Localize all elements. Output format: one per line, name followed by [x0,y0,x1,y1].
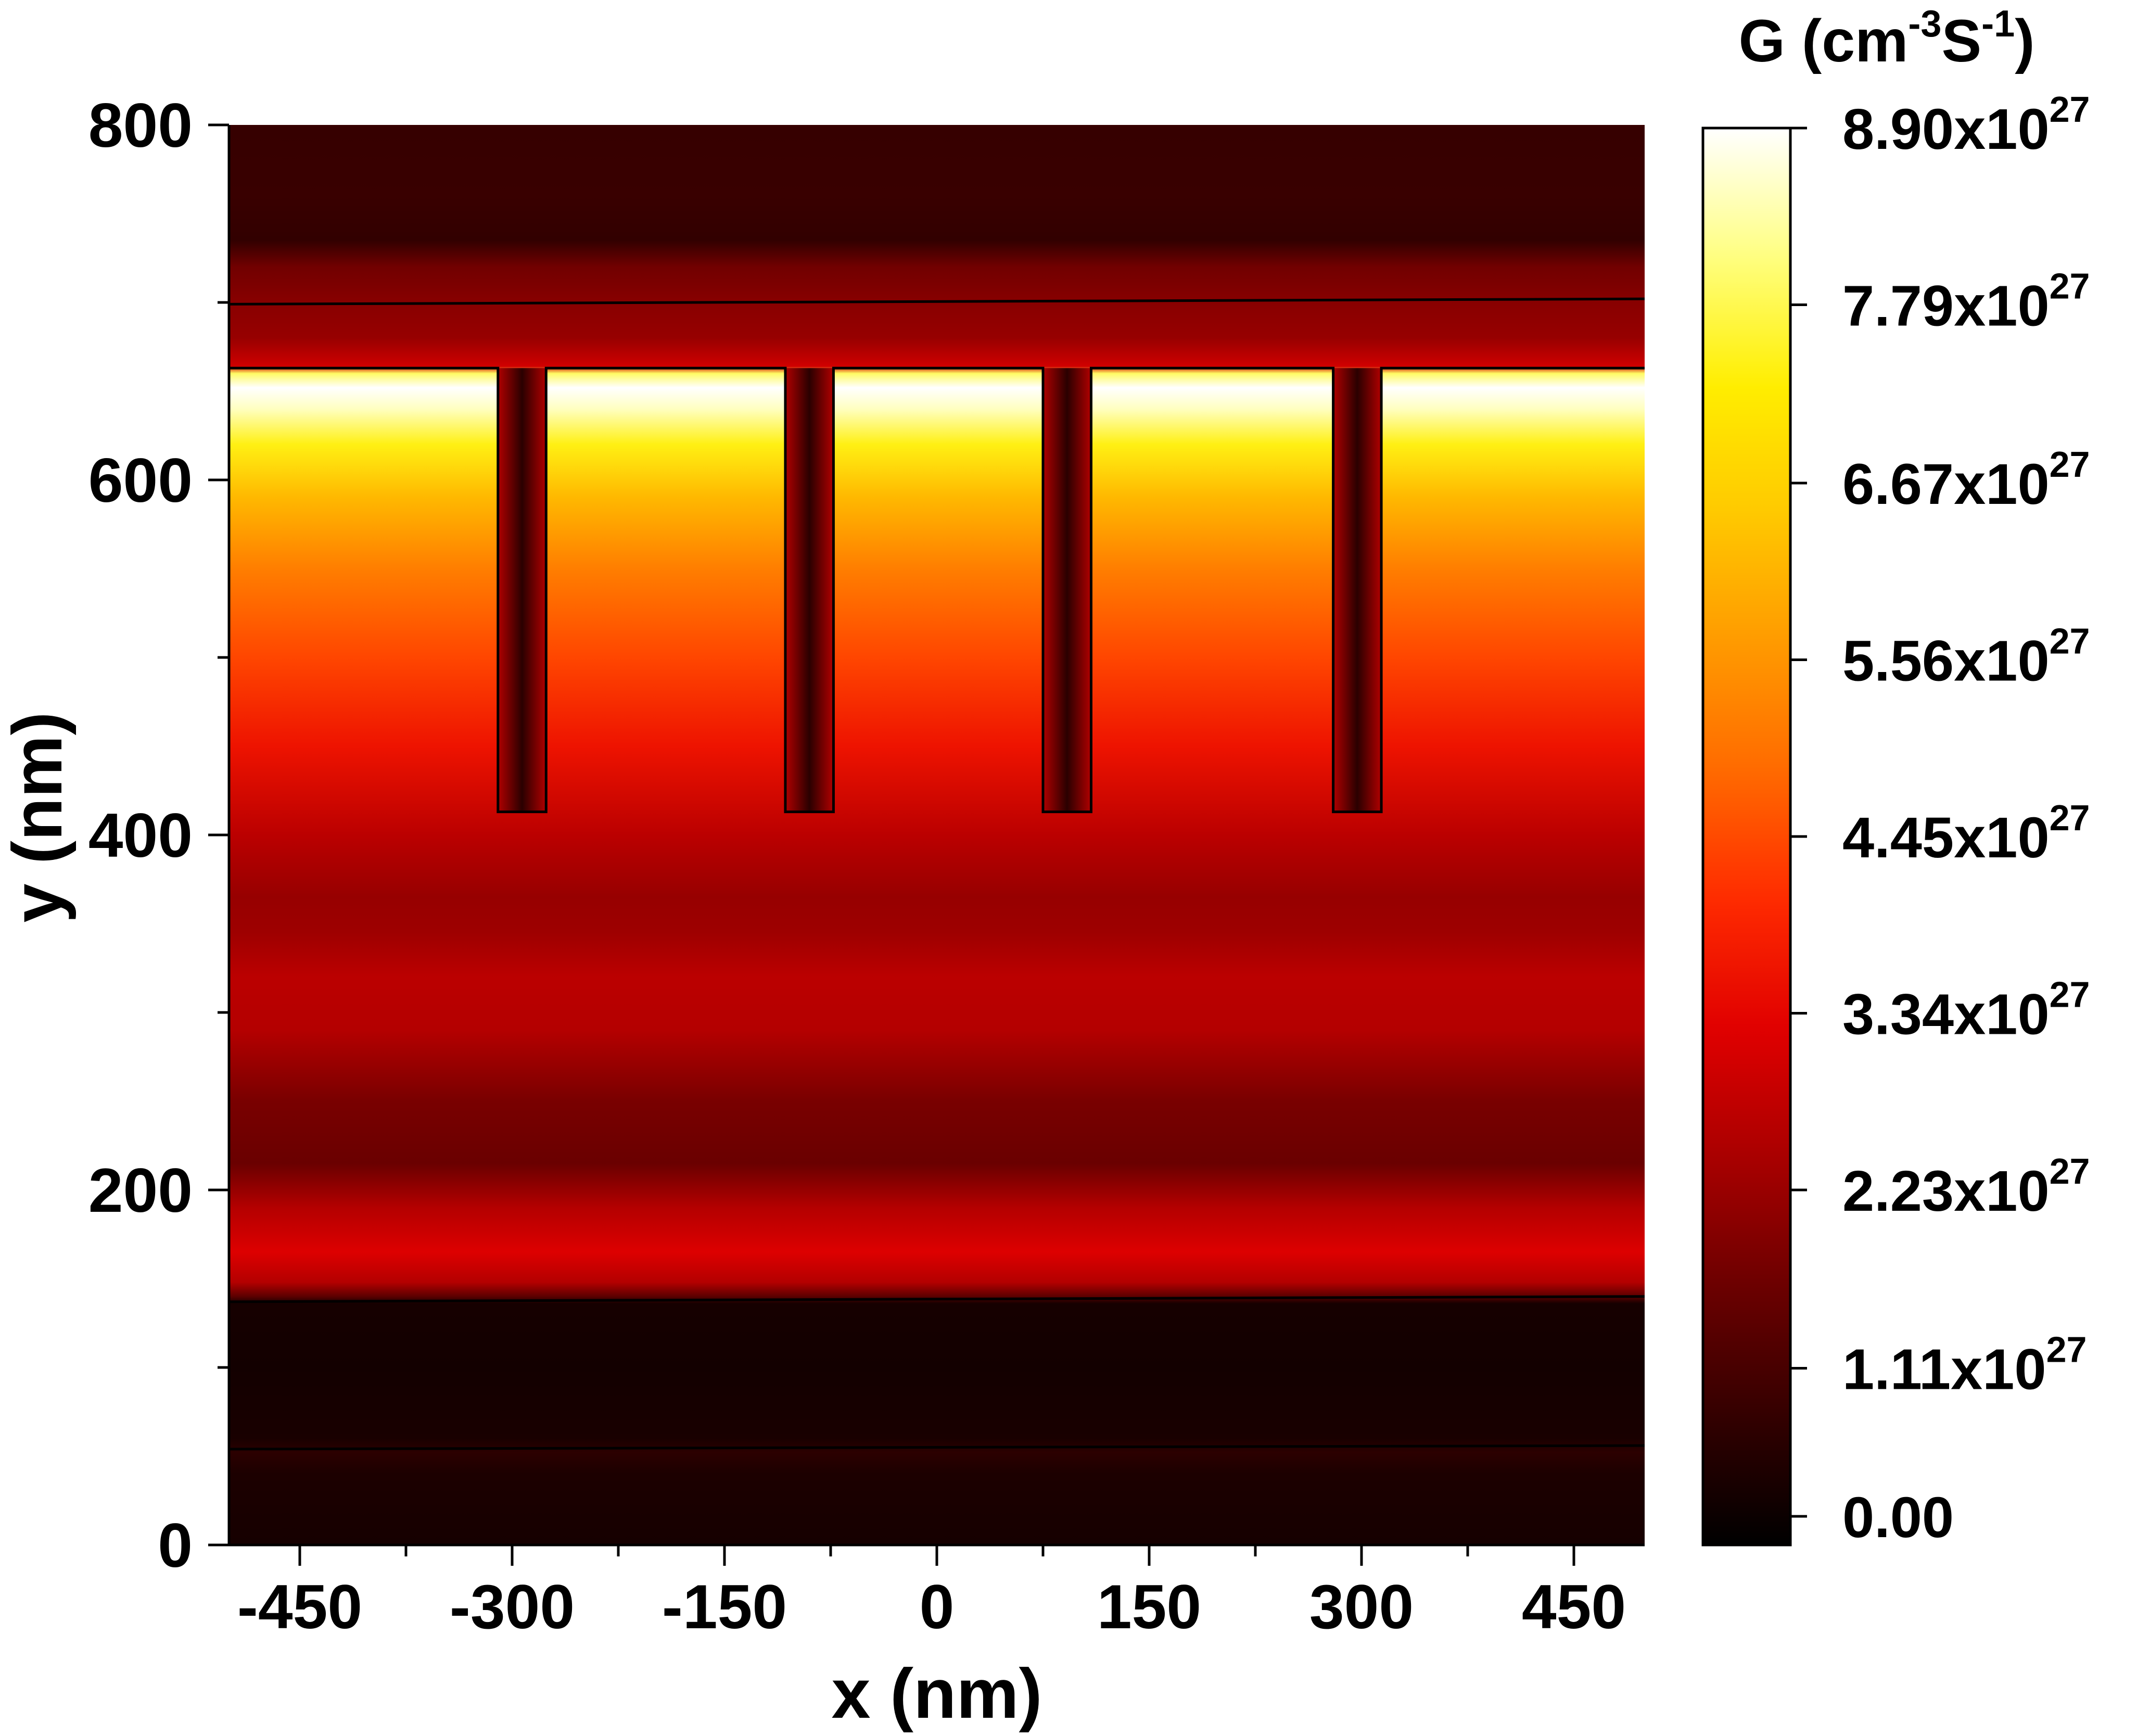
plot-area [229,125,1645,1545]
colorbar: 0.001.11x10272.23x10273.34x10274.45x1027… [1701,3,2090,1550]
colorbar-tick-mantissa: 3.34x10 [1842,982,2050,1046]
colorbar-tick-exponent: 27 [2046,1329,2087,1370]
colorbar-tick-mantissa: 7.79x10 [1842,274,2050,338]
x-tick-label: 0 [920,1572,955,1642]
y-tick-label: 400 [88,801,193,870]
y-tick-label: 0 [158,1511,193,1580]
colorbar-tick-label: 5.56x1027 [1842,621,2090,693]
colorbar-tick-mantissa: 0.00 [1842,1486,1954,1550]
colorbar-tick-exponent: 27 [2050,1151,2090,1192]
boundary-line-3 [229,1444,1645,1451]
colorbar-title-base: G (cm [1739,8,1909,74]
colorbar-tick-label: 4.45x1027 [1842,797,2090,870]
trench-fills [498,368,1382,812]
x-tick-label: -300 [450,1572,575,1642]
colorbar-tick-mantissa: 6.67x10 [1842,452,2050,516]
colorbar-tick-label: 6.67x1027 [1842,444,2090,516]
colorbar-tick-exponent: 27 [2050,974,2090,1015]
grating-outline [229,366,1645,814]
colorbar-tick-mantissa: 8.90x10 [1842,97,2050,161]
y-ticks: 0 200 400 600 800 [88,91,229,1580]
colorbar-tick-exponent: 27 [2050,444,2090,485]
colorbar-title-end: ) [2015,8,2034,74]
colorbar-title: G (cm-3S-1) [1739,3,2035,74]
colorbar-tick-label: 2.23x1027 [1842,1151,2090,1223]
colorbar-scale [1701,126,1792,1547]
y-tick-label: 600 [88,446,193,515]
trench-fill-2 [785,368,834,812]
colorbar-tick-label: 3.34x1027 [1842,974,2090,1046]
x-tick-label: -150 [662,1572,787,1642]
trench-fill-1 [498,368,546,812]
colorbar-tick-mantissa: 5.56x10 [1842,629,2050,693]
y-axis-label: y (nm) [0,712,77,923]
axes: -450 -300 -150 0 150 300 450 0 200 400 600 800 [88,91,1645,1642]
colorbar-tick-label: 0.00 [1842,1486,1954,1550]
y-tick-label: 800 [88,91,193,160]
colorbar-tick-mantissa: 1.11x10 [1842,1338,2046,1402]
colorbar-tick-exponent: 27 [2050,621,2090,662]
boundary-line-1 [229,297,1645,306]
colorbar-title-mid: S [1941,8,1981,74]
trench-fill-4 [1333,368,1382,812]
colorbar-tick-exponent: 27 [2050,265,2090,306]
colorbar-tick-label: 7.79x1027 [1842,265,2090,338]
x-axis-label: x (nm) [832,1654,1042,1733]
colorbar-tick-label: 8.90x1027 [1842,89,2090,161]
x-tick-label: 300 [1309,1572,1414,1642]
colorbar-tick-exponent: 27 [2050,797,2090,838]
x-tick-label: 150 [1097,1572,1201,1642]
y-tick-label: 200 [88,1156,193,1225]
heatmap-field [229,125,1645,1545]
colorbar-ticks: 0.001.11x10272.23x10273.34x10274.45x1027… [1790,89,2090,1550]
boundary-lines [229,297,1645,1451]
colorbar-tick-exponent: 27 [2050,89,2090,130]
colorbar-tick-label: 1.11x1027 [1842,1329,2087,1402]
x-tick-label: -450 [237,1572,362,1642]
colorbar-tick-mantissa: 2.23x10 [1842,1159,2050,1223]
x-ticks: -450 -300 -150 0 150 300 450 [237,1545,1626,1642]
trench-fill-3 [1043,368,1091,812]
boundary-line-2 [229,1295,1645,1303]
x-tick-label: 450 [1522,1572,1626,1642]
colorbar-title-sup2: -1 [1981,3,2015,45]
colorbar-title-sup1: -3 [1908,3,1941,45]
colorbar-tick-mantissa: 4.45x10 [1842,806,2050,870]
